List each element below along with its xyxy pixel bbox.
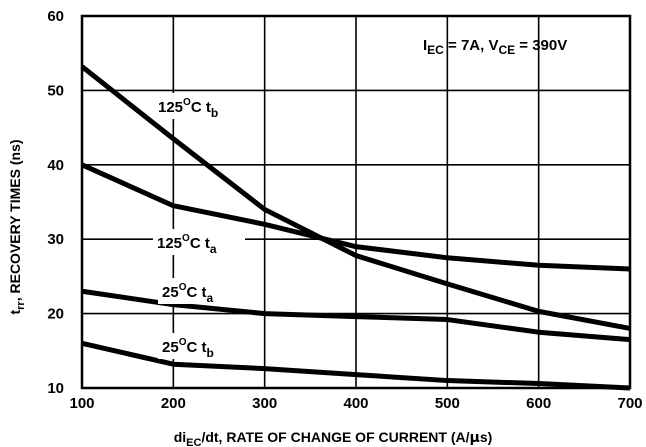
y-tick-labels: 10 20 30 40 50 60 (47, 8, 64, 397)
x-tick-300: 300 (252, 395, 277, 412)
curve-label-bg-3 (158, 333, 233, 359)
x-tick-100: 100 (69, 395, 94, 412)
series-lines (80, 64, 631, 391)
x-axis-label: diEC/dt, RATE OF CHANGE OF CURRENT (A/μs… (174, 429, 493, 447)
curve-label-2: 25OC ta (162, 282, 213, 305)
series-line-1 (80, 162, 631, 272)
x-tick-400: 400 (343, 395, 368, 412)
curve-label-3: 25OC tb (162, 337, 214, 360)
curve-labels: 125OC tb 125OC ta 25OC ta 25OC tb (153, 93, 246, 360)
x-tick-200: 200 (161, 395, 186, 412)
x-tick-700: 700 (617, 395, 642, 412)
x-tick-600: 600 (526, 395, 551, 412)
series-line-0 (80, 64, 631, 331)
curve-label-bg-1 (153, 229, 245, 255)
curve-label-bg-0 (154, 93, 246, 119)
curve-label-bg-2 (158, 278, 233, 304)
curve-label-0: 125OC tb (158, 97, 218, 120)
curve-label-1: 125OC ta (157, 233, 217, 256)
x-tick-labels: 100 200 300 400 500 600 700 (69, 395, 642, 412)
y-tick-50: 50 (47, 82, 64, 99)
y-axis-label: trr, RECOVERY TIMES (ns) (7, 139, 27, 314)
conditions-label: IEC = 7A, VCE = 390V (423, 37, 567, 57)
y-tick-40: 40 (47, 157, 64, 174)
y-tick-60: 60 (47, 8, 64, 25)
y-tick-10: 10 (47, 380, 64, 397)
y-tick-20: 20 (47, 306, 64, 323)
plot-frame (80, 14, 632, 390)
x-tick-500: 500 (435, 395, 460, 412)
series-line-3 (81, 340, 631, 391)
y-tick-30: 30 (47, 231, 64, 248)
series-line-2 (81, 288, 631, 343)
